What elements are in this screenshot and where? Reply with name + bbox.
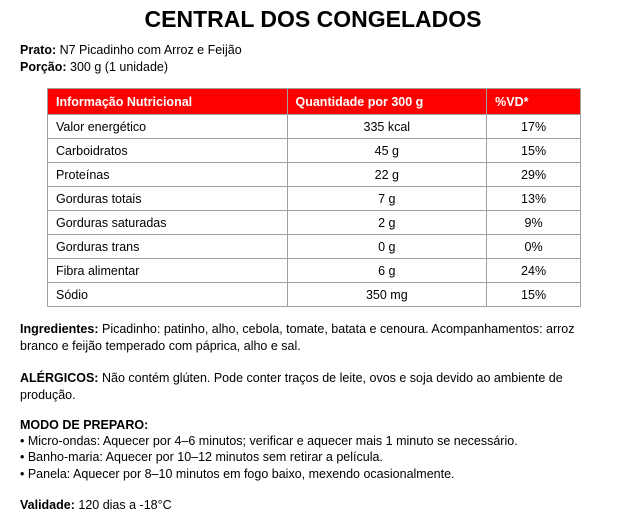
header-cell: %VD* (486, 88, 581, 115)
nutrient-vd: 29% (486, 162, 581, 187)
porcao-value: 300 g (1 unidade) (70, 60, 169, 74)
validade-value: 120 dias a -18°C (78, 498, 172, 512)
header-cell: Quantidade por 300 g (286, 88, 488, 115)
validade-label: Validade: (20, 498, 75, 512)
prato-value: N7 Picadinho com Arroz e Feijão (59, 43, 242, 57)
nutrient-vd: 24% (486, 258, 581, 283)
preparo-heading: MODO DE PREPARO: (20, 418, 149, 432)
nutrient-vd: 13% (486, 186, 581, 211)
alergicos-value: Não contém glúten. Pode conter traços de… (20, 371, 563, 402)
nutrient-quantity: 2 g (286, 210, 488, 235)
porcao-line: Porção: 300 g (1 unidade) (20, 59, 168, 76)
alergicos-label: ALÉRGICOS: (20, 371, 99, 385)
table-row: Gorduras saturadas 2 g 9% (47, 210, 581, 235)
nutrient-vd: 17% (486, 114, 581, 139)
table-row: Carboidratos 45 g 15% (47, 138, 581, 163)
table-row: Sódio 350 mg 15% (47, 282, 581, 307)
table-row: Fibra alimentar 6 g 24% (47, 258, 581, 283)
nutrient-quantity: 0 g (286, 234, 488, 259)
nutrient-name: Fibra alimentar (47, 258, 288, 283)
table-row: Gorduras trans 0 g 0% (47, 234, 581, 259)
table-row: Gorduras totais 7 g 13% (47, 186, 581, 211)
nutrient-name: Gorduras saturadas (47, 210, 288, 235)
nutrient-vd: 15% (486, 138, 581, 163)
nutrient-name: Sódio (47, 282, 288, 307)
nutrient-quantity: 7 g (286, 186, 488, 211)
nutrient-quantity: 350 mg (286, 282, 488, 307)
nutrient-name: Gorduras totais (47, 186, 288, 211)
nutrient-vd: 9% (486, 210, 581, 235)
header-cell: Informação Nutricional (47, 88, 288, 115)
table-row: Valor energético 335 kcal 17% (47, 114, 581, 139)
table-row: Proteínas 22 g 29% (47, 162, 581, 187)
nutrient-quantity: 45 g (286, 138, 488, 163)
nutrient-name: Proteínas (47, 162, 288, 187)
validade: Validade: 120 dias a -18°C (20, 497, 172, 514)
nutrition-table: Informação Nutricional Quantidade por 30… (47, 88, 581, 307)
preparo-item: • Panela: Aquecer por 8–10 minutos em fo… (20, 467, 455, 481)
preparo-item: • Banho-maria: Aquecer por 10–12 minutos… (20, 450, 383, 464)
nutrient-quantity: 6 g (286, 258, 488, 283)
page-title: CENTRAL DOS CONGELADOS (144, 6, 482, 32)
prato-label: Prato: (20, 43, 57, 57)
nutrient-name: Valor energético (47, 114, 288, 139)
nutrient-name: Gorduras trans (47, 234, 288, 259)
nutrient-vd: 15% (486, 282, 581, 307)
nutrient-name: Carboidratos (47, 138, 288, 163)
prato-line: Prato: N7 Picadinho com Arroz e Feijão (20, 42, 242, 59)
ingredientes-value: Picadinho: patinho, alho, cebola, tomate… (20, 322, 575, 353)
nutrient-quantity: 335 kcal (286, 114, 488, 139)
nutrient-vd: 0% (486, 234, 581, 259)
porcao-label: Porção: (20, 60, 67, 74)
preparo-item: • Micro-ondas: Aquecer por 4–6 minutos; … (20, 434, 518, 448)
ingredientes: Ingredientes: Picadinho: patinho, alho, … (20, 321, 610, 355)
nutrient-quantity: 22 g (286, 162, 488, 187)
alergicos: ALÉRGICOS: Não contém glúten. Pode conte… (20, 370, 610, 404)
ingredientes-label: Ingredientes: (20, 322, 99, 336)
table-header: Informação Nutricional Quantidade por 30… (47, 88, 581, 115)
